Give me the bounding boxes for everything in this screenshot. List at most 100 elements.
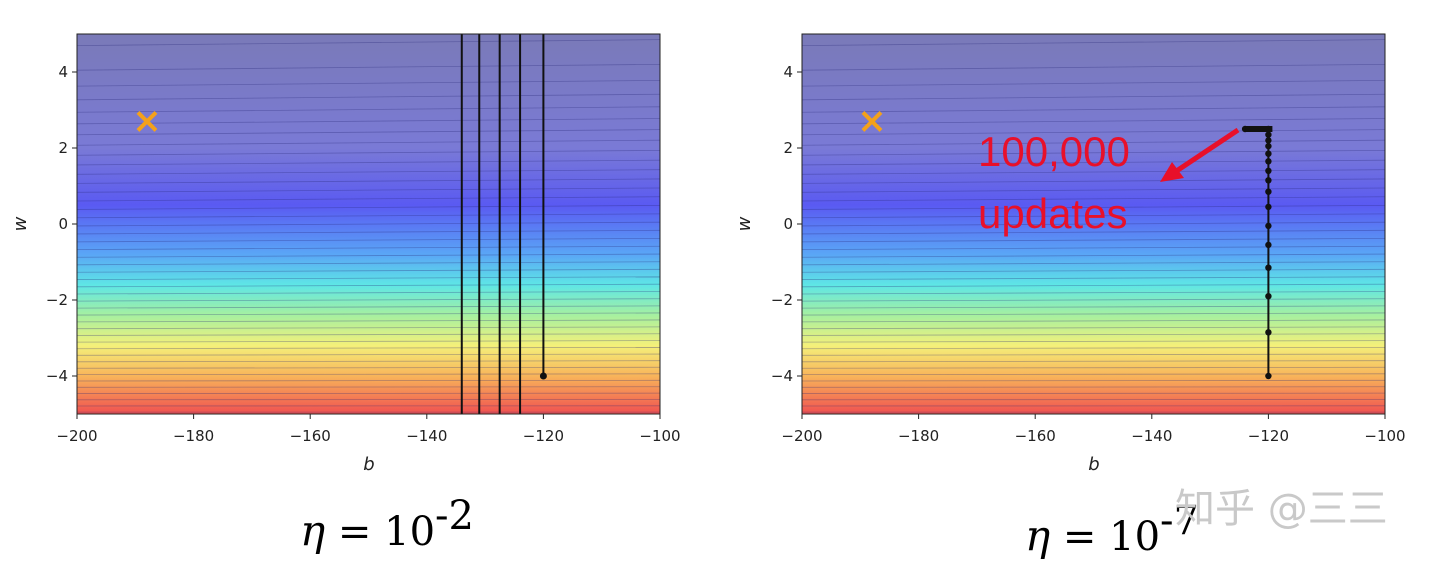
left-y-axis-label: w bbox=[10, 216, 31, 231]
contour-line bbox=[801, 276, 1386, 280]
path-point bbox=[1265, 158, 1272, 165]
contour-line bbox=[76, 39, 661, 46]
y-tick-label: 4 bbox=[783, 63, 793, 81]
contour-line bbox=[76, 276, 661, 280]
contour-line bbox=[801, 178, 1386, 184]
contour-line bbox=[801, 386, 1386, 388]
y-tick-label: 2 bbox=[783, 139, 793, 157]
contour-line bbox=[76, 340, 661, 343]
contour-line bbox=[801, 149, 1386, 156]
contour-line bbox=[76, 366, 661, 369]
contour-line bbox=[801, 312, 1386, 316]
contour-line bbox=[76, 187, 661, 193]
contour-line bbox=[801, 360, 1386, 363]
left-caption-text: = 10 bbox=[325, 509, 435, 555]
path-point bbox=[1265, 222, 1272, 230]
target-cross-stroke bbox=[861, 110, 883, 132]
path-point bbox=[1265, 264, 1272, 271]
contour-line bbox=[801, 305, 1386, 309]
x-tick-label: −180 bbox=[173, 427, 214, 445]
contour-line bbox=[76, 353, 661, 356]
path-point bbox=[1265, 177, 1272, 184]
annotation-line2: updates bbox=[978, 190, 1127, 237]
left-contour-lines bbox=[76, 39, 661, 413]
path-point bbox=[1265, 167, 1272, 174]
right-x-ticks: −200 −180 −160 −140 −120 −100 bbox=[781, 414, 1406, 445]
contour-line bbox=[801, 291, 1386, 295]
right-y-ticks: −4 −2 0 2 4 bbox=[771, 63, 802, 385]
contour-line bbox=[801, 169, 1386, 175]
contour-line bbox=[76, 79, 661, 87]
contour-line bbox=[801, 106, 1386, 113]
right-plot-background bbox=[802, 34, 1385, 414]
contour-line bbox=[801, 298, 1386, 302]
target-cross-stroke bbox=[136, 110, 158, 132]
contour-line bbox=[76, 196, 661, 202]
x-tick-label: −100 bbox=[639, 427, 680, 445]
contour-line bbox=[801, 229, 1386, 235]
contour-line bbox=[76, 63, 661, 71]
contour-line bbox=[76, 346, 661, 350]
contour-line bbox=[801, 319, 1386, 323]
right-caption-text: = 10 bbox=[1050, 514, 1160, 560]
contour-line bbox=[76, 326, 661, 330]
y-tick-label: −2 bbox=[771, 291, 793, 309]
left-plot-background bbox=[77, 34, 660, 414]
contour-line bbox=[76, 159, 661, 166]
path-start-point bbox=[539, 372, 547, 380]
x-tick-label: −200 bbox=[56, 427, 97, 445]
contour-line bbox=[76, 291, 661, 295]
right-plot: −200 −180 −160 −140 −120 −100 −4 −2 0 2 4 b w 100… bbox=[734, 33, 1406, 560]
contour-line bbox=[76, 360, 661, 363]
contour-line bbox=[801, 268, 1386, 273]
contour-line bbox=[76, 319, 661, 323]
path-point bbox=[1265, 203, 1272, 211]
contour-line bbox=[801, 261, 1386, 266]
contour-line bbox=[76, 283, 661, 288]
x-tick-label: −160 bbox=[290, 427, 331, 445]
left-x-ticks: −200 −180 −160 −140 −120 −100 bbox=[56, 414, 681, 445]
contour-line bbox=[76, 261, 661, 266]
path-point bbox=[1265, 142, 1272, 150]
contour-line bbox=[76, 386, 661, 388]
path-point bbox=[1265, 150, 1272, 157]
contour-line bbox=[76, 305, 661, 309]
contour-line bbox=[801, 326, 1386, 330]
contour-line bbox=[801, 333, 1386, 336]
right-x-axis-label: b bbox=[1088, 454, 1099, 475]
path-point bbox=[1265, 241, 1272, 249]
contour-line bbox=[76, 373, 661, 376]
contour-line bbox=[76, 245, 661, 251]
path-point bbox=[1265, 372, 1272, 380]
left-caption-symbol: η bbox=[300, 506, 325, 555]
contour-line bbox=[76, 229, 661, 235]
contour-line bbox=[76, 139, 661, 146]
contour-line bbox=[76, 213, 661, 219]
left-caption: η = 10-2 bbox=[300, 493, 474, 555]
contour-line bbox=[801, 196, 1386, 202]
y-tick-label: 2 bbox=[58, 139, 68, 157]
contour-line bbox=[801, 366, 1386, 369]
contour-line bbox=[76, 205, 661, 210]
contour-line bbox=[801, 237, 1386, 243]
contour-line bbox=[76, 379, 661, 382]
contour-line bbox=[801, 79, 1386, 87]
y-tick-label: −4 bbox=[771, 367, 793, 385]
contour-line bbox=[76, 253, 661, 258]
y-tick-label: 0 bbox=[783, 215, 793, 233]
contour-line bbox=[801, 93, 1386, 101]
right-target-marker bbox=[861, 110, 883, 132]
contour-line bbox=[76, 312, 661, 316]
y-tick-label: −4 bbox=[46, 367, 68, 385]
x-tick-label: −160 bbox=[1015, 427, 1056, 445]
watermark: 知乎 @三三 bbox=[1175, 486, 1388, 532]
contour-line bbox=[801, 245, 1386, 251]
left-descent-path bbox=[460, 34, 547, 414]
right-caption-symbol: η bbox=[1025, 511, 1050, 560]
contour-line bbox=[801, 379, 1386, 382]
path-point bbox=[1265, 329, 1272, 336]
contour-line bbox=[801, 346, 1386, 350]
contour-line bbox=[76, 169, 661, 175]
contour-line bbox=[76, 93, 661, 101]
